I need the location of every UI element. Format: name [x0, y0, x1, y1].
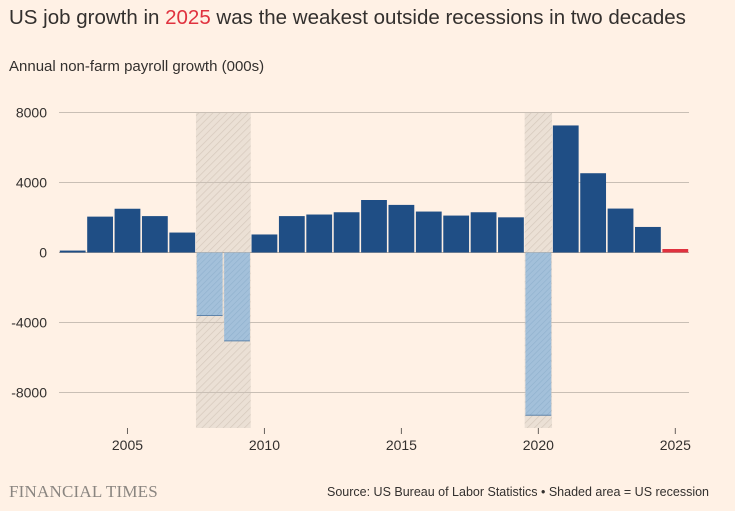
bar-2006: [141, 216, 168, 253]
bar-2012: [306, 214, 333, 253]
bar-2010: [251, 234, 278, 253]
x-tick-label: 2005: [112, 437, 143, 453]
bar-2007: [169, 232, 196, 253]
bar-2021: [552, 125, 579, 253]
bar-2015: [388, 204, 415, 253]
title-highlight-year: 2025: [165, 6, 211, 29]
bar-2018: [470, 212, 497, 253]
y-axis-ticks: 8000 4000 0 -4000 -8000: [11, 105, 47, 401]
chart-subtitle: Annual non-farm payroll growth (000s): [9, 58, 265, 75]
y-tick-label: 8000: [16, 105, 47, 121]
y-tick-label: -8000: [11, 385, 47, 401]
x-tick-label: 2010: [249, 437, 280, 453]
x-tick-label: 2020: [523, 437, 554, 453]
bar-2024: [635, 226, 661, 253]
chart-title: US job growth in 2025 was the weakest ou…: [9, 6, 686, 30]
title-text-after: was the weakest outside recessions in tw…: [210, 6, 686, 29]
bar-2003: [59, 250, 86, 253]
ft-logo: FINANCIAL TIMES: [9, 482, 158, 501]
x-tick-label: 2015: [386, 437, 417, 453]
bar-2023: [607, 208, 634, 253]
bar-2013: [333, 212, 360, 253]
y-tick-label: 0: [39, 245, 47, 261]
source-note: Source: US Bureau of Labor Statistics • …: [326, 485, 709, 499]
title-text-before: US job growth in: [9, 6, 166, 29]
bar-2004: [87, 216, 113, 253]
bar-2019: [498, 217, 524, 253]
bar-chart: 8000 4000 0 -4000 -8000 2005 2010 2015 2020 2025: [11, 105, 691, 454]
bars: [59, 125, 689, 416]
bar-2014: [361, 200, 387, 253]
bar-2017: [443, 215, 470, 253]
y-tick-label: 4000: [16, 175, 47, 191]
x-tick-label: 2025: [660, 437, 691, 453]
bar-2022: [580, 173, 607, 253]
bar-2005: [114, 208, 141, 253]
bar-2011: [278, 216, 305, 253]
bar-2020: [525, 252, 552, 416]
y-tick-label: -4000: [11, 315, 47, 331]
bar-2008: [196, 252, 223, 316]
bar-2009: [224, 252, 250, 341]
bar-2016: [415, 211, 442, 253]
x-axis-ticks: 2005 2010 2015 2020 2025: [112, 428, 691, 453]
bar-2025: [662, 249, 689, 253]
